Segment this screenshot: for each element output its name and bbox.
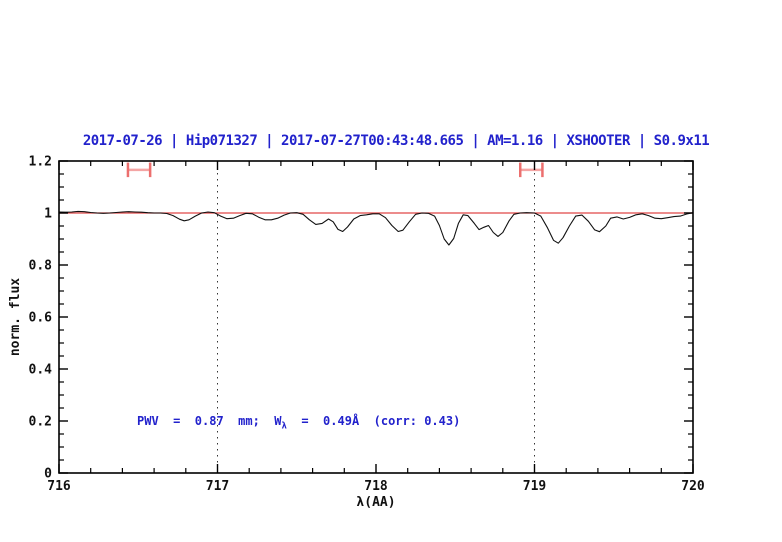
y-tick-label: 1 [44,207,52,222]
pwv-annotation: PWV = 0.87 mm; Wλ = 0.49Å (corr: 0.43) [137,414,460,431]
y-axis-label: norm. flux [8,278,23,356]
pwv-annotation-sub-lambda: λ [281,421,287,432]
x-tick-label: 719 [523,479,546,494]
pwv-annotation-pre: PWV = 0.87 mm; W [137,414,282,428]
spectrum-line [58,210,694,246]
y-tick-label: 0 [44,467,52,482]
plot-title: 2017-07-26 | Hip071327 | 2017-07-27T00:4… [82,133,710,149]
y-tick-label: 0.8 [29,259,53,274]
y-tick-label: 0.4 [29,363,53,378]
x-tick-label: 718 [364,479,388,494]
y-tick-label: 0.2 [29,415,52,430]
x-tick-label: 716 [47,479,71,494]
y-tick-label: 1.2 [29,155,52,170]
y-tick-label: 0.6 [29,311,53,326]
pwv-annotation-post: = 0.49Å (corr: 0.43) [286,414,461,428]
x-tick-label: 717 [206,479,229,494]
x-axis-label: λ(AA) [356,495,395,510]
x-tick-label: 720 [681,479,705,494]
